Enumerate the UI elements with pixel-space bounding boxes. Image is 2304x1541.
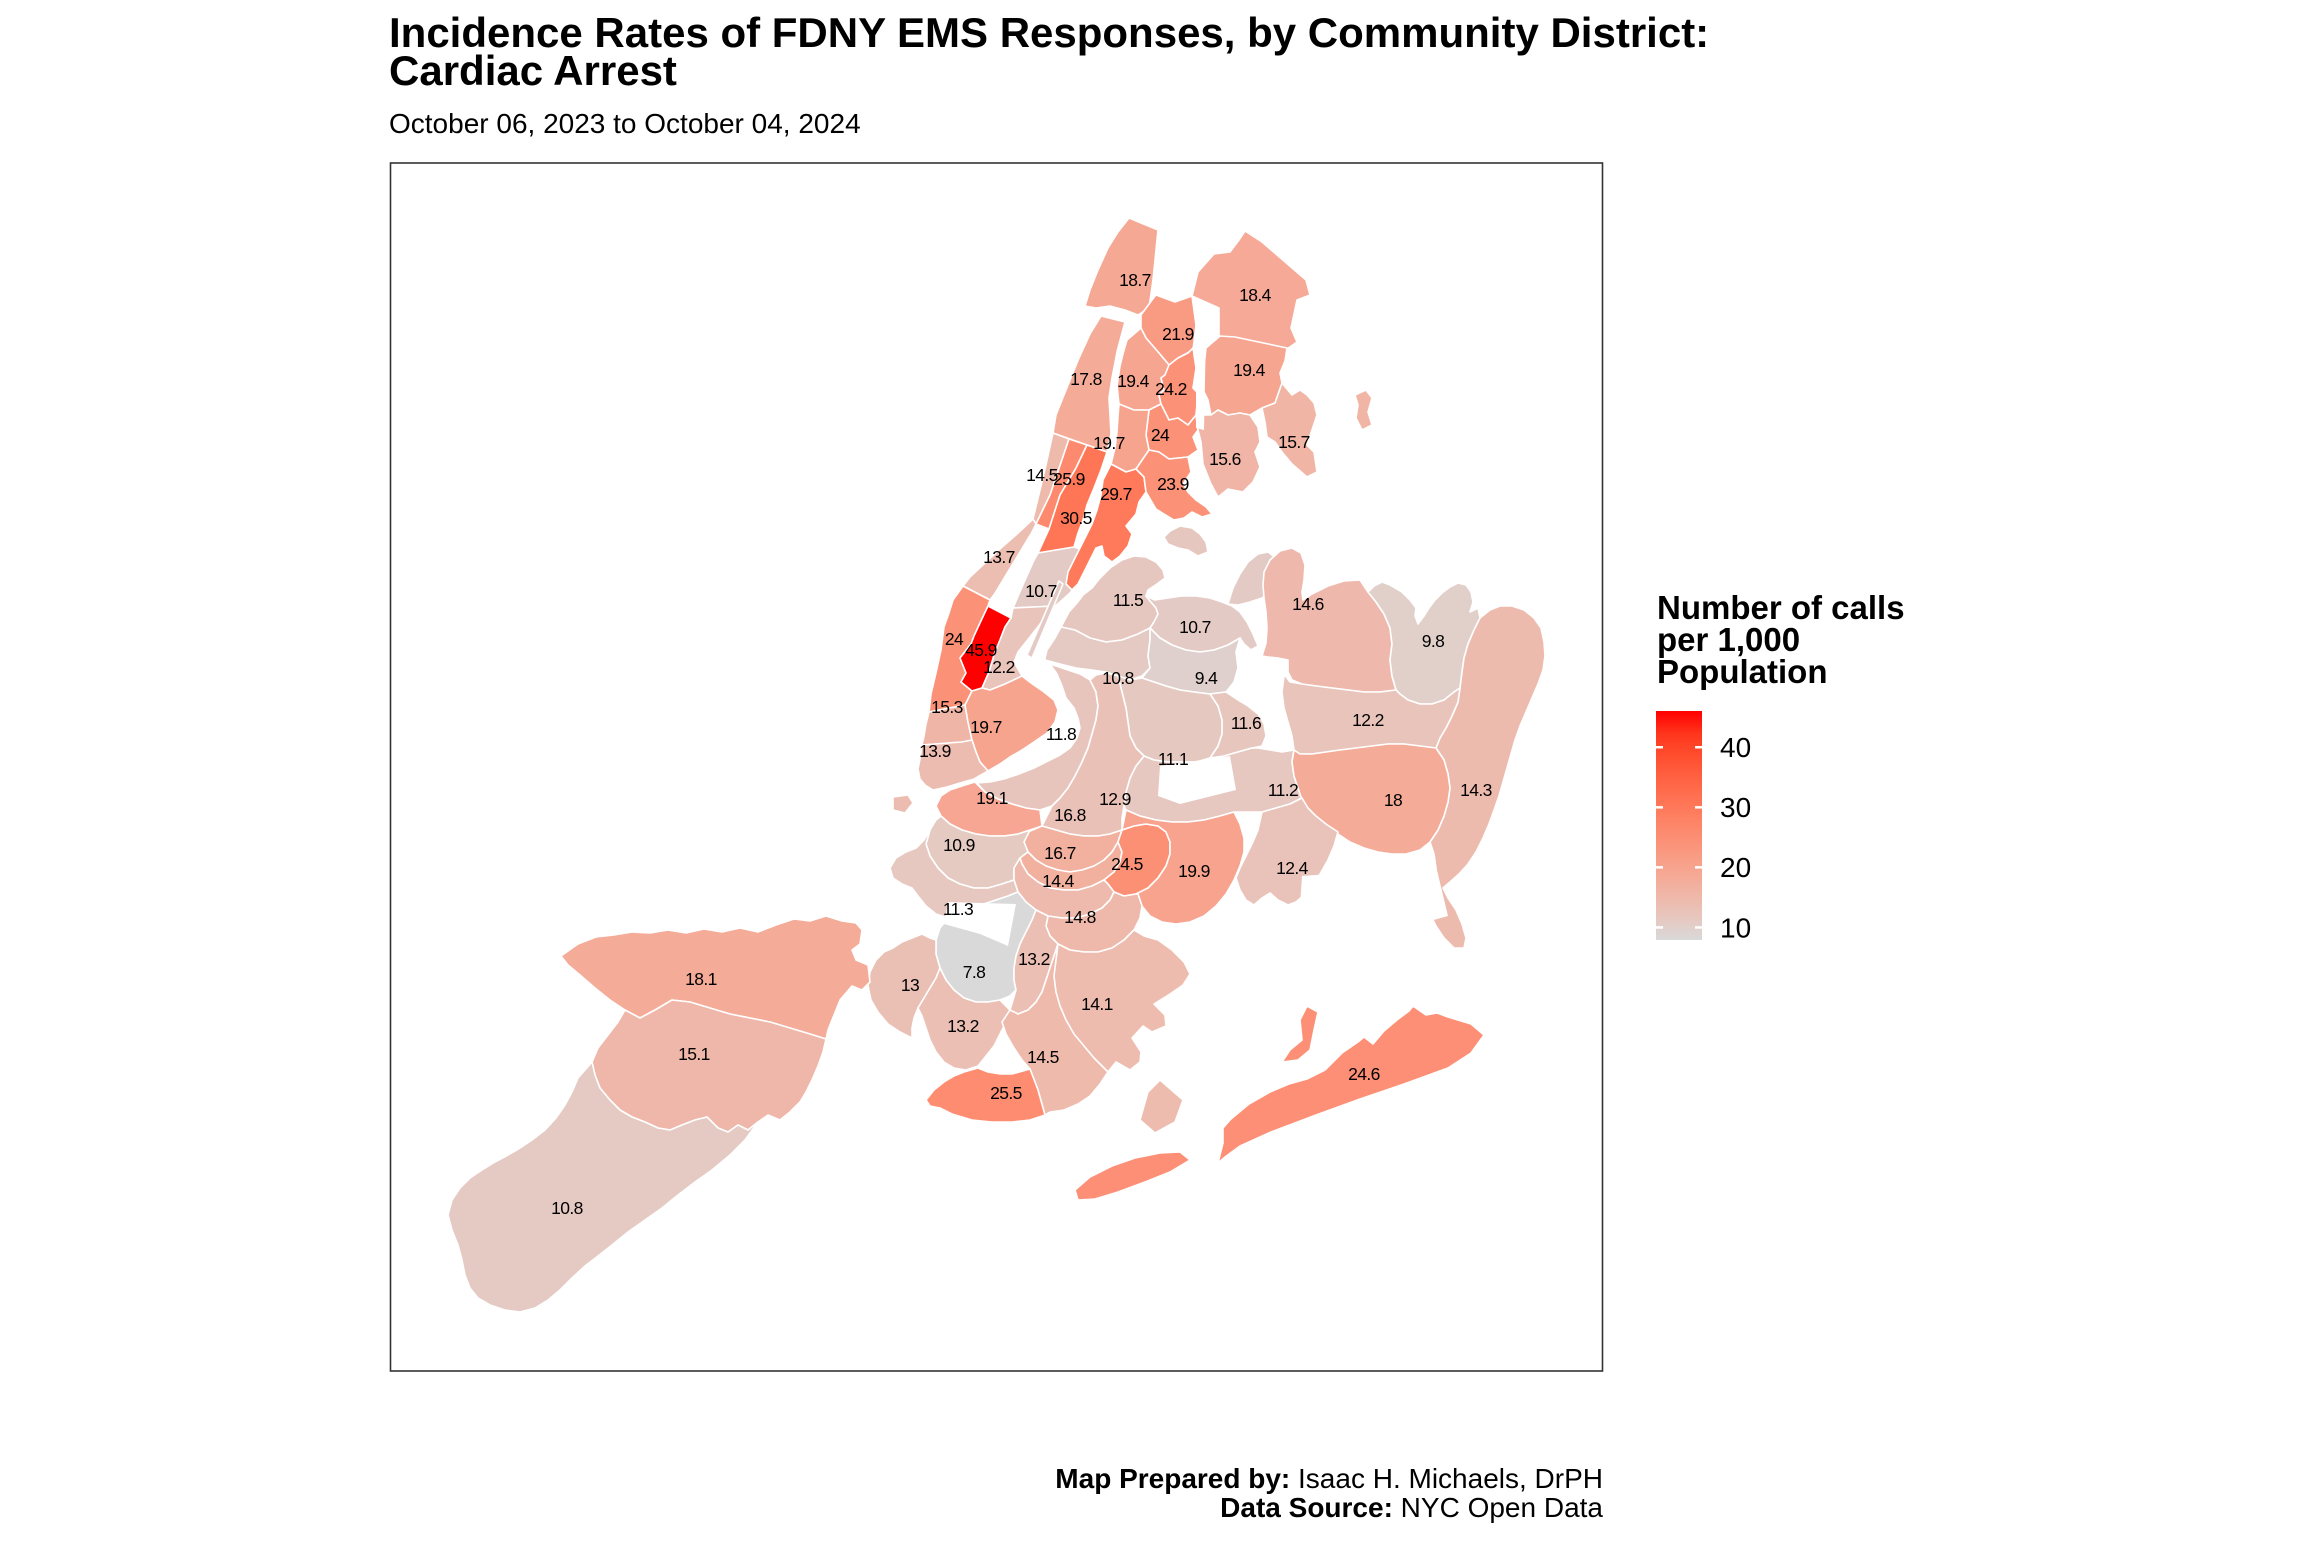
- svg-text:14.3: 14.3: [1460, 780, 1492, 800]
- svg-text:14.5: 14.5: [1026, 465, 1058, 485]
- svg-text:13.7: 13.7: [983, 547, 1015, 567]
- svg-text:11.3: 11.3: [943, 899, 973, 919]
- svg-text:24.2: 24.2: [1155, 379, 1187, 399]
- svg-text:12.9: 12.9: [1099, 789, 1131, 809]
- svg-text:10.8: 10.8: [1102, 668, 1134, 688]
- svg-text:per 1,000: per 1,000: [1657, 621, 1800, 658]
- svg-text:10: 10: [1720, 912, 1751, 943]
- svg-text:Population: Population: [1657, 653, 1827, 690]
- svg-text:24: 24: [1151, 425, 1170, 445]
- svg-text:13.9: 13.9: [919, 741, 951, 761]
- svg-text:15.3: 15.3: [931, 697, 963, 717]
- svg-text:14.1: 14.1: [1081, 994, 1113, 1014]
- svg-text:13: 13: [901, 975, 919, 995]
- svg-text:19.7: 19.7: [1093, 433, 1125, 453]
- svg-text:18.4: 18.4: [1239, 285, 1272, 305]
- svg-text:24.6: 24.6: [1348, 1064, 1380, 1084]
- svg-text:11.6: 11.6: [1231, 713, 1261, 733]
- svg-text:12.2: 12.2: [983, 657, 1015, 677]
- svg-text:10.7: 10.7: [1025, 581, 1057, 601]
- svg-text:Cardiac Arrest: Cardiac Arrest: [389, 47, 677, 94]
- svg-text:11.1: 11.1: [1158, 749, 1188, 769]
- svg-text:Data Source: NYC Open Data: Data Source: NYC Open Data: [1220, 1492, 1603, 1523]
- svg-text:14.6: 14.6: [1292, 594, 1324, 614]
- svg-text:11.2: 11.2: [1268, 780, 1298, 800]
- svg-text:19.4: 19.4: [1117, 371, 1150, 391]
- svg-text:Number of calls: Number of calls: [1657, 589, 1905, 626]
- svg-text:15.1: 15.1: [678, 1044, 710, 1064]
- svg-text:24.5: 24.5: [1111, 854, 1143, 874]
- svg-text:19.4: 19.4: [1233, 360, 1266, 380]
- svg-text:45.9: 45.9: [965, 640, 997, 660]
- svg-text:15.7: 15.7: [1278, 432, 1310, 452]
- svg-text:30.5: 30.5: [1060, 508, 1092, 528]
- svg-text:24: 24: [945, 629, 964, 649]
- svg-text:19.7: 19.7: [970, 717, 1002, 737]
- svg-text:9.8: 9.8: [1422, 631, 1445, 651]
- svg-text:9.4: 9.4: [1195, 668, 1218, 688]
- svg-text:15.6: 15.6: [1209, 449, 1241, 469]
- svg-text:19.1: 19.1: [976, 788, 1008, 808]
- svg-text:10.7: 10.7: [1179, 617, 1211, 637]
- svg-text:Map Prepared by: Isaac H. Mich: Map Prepared by: Isaac H. Michaels, DrPH: [1055, 1463, 1603, 1494]
- svg-text:18.7: 18.7: [1119, 270, 1151, 290]
- svg-text:10.9: 10.9: [943, 835, 975, 855]
- svg-text:18: 18: [1384, 790, 1402, 810]
- svg-text:18.1: 18.1: [685, 969, 717, 989]
- svg-text:7.8: 7.8: [963, 962, 986, 982]
- svg-text:25.9: 25.9: [1053, 469, 1085, 489]
- svg-text:13.2: 13.2: [947, 1016, 979, 1036]
- svg-text:11.5: 11.5: [1113, 590, 1143, 610]
- svg-text:11.8: 11.8: [1046, 724, 1076, 744]
- svg-text:19.9: 19.9: [1178, 861, 1210, 881]
- svg-text:12.2: 12.2: [1352, 710, 1384, 730]
- svg-text:40: 40: [1720, 732, 1751, 763]
- svg-text:30: 30: [1720, 792, 1751, 823]
- svg-text:13.2: 13.2: [1018, 949, 1050, 969]
- svg-text:29.7: 29.7: [1100, 484, 1132, 504]
- svg-text:14.8: 14.8: [1064, 907, 1096, 927]
- svg-text:20: 20: [1720, 852, 1751, 883]
- svg-text:25.5: 25.5: [990, 1083, 1022, 1103]
- svg-text:10.8: 10.8: [551, 1198, 583, 1218]
- svg-text:17.8: 17.8: [1070, 369, 1102, 389]
- svg-text:16.8: 16.8: [1054, 805, 1086, 825]
- svg-text:16.7: 16.7: [1044, 843, 1076, 863]
- svg-text:12.4: 12.4: [1276, 858, 1309, 878]
- svg-text:23.9: 23.9: [1157, 474, 1189, 494]
- svg-text:October 06, 2023 to October 04: October 06, 2023 to October 04, 2024: [389, 108, 861, 139]
- svg-text:21.9: 21.9: [1162, 324, 1194, 344]
- svg-text:Incidence Rates of FDNY EMS Re: Incidence Rates of FDNY EMS Responses, b…: [389, 9, 1709, 56]
- svg-text:14.4: 14.4: [1042, 871, 1075, 891]
- svg-text:14.5: 14.5: [1027, 1047, 1059, 1067]
